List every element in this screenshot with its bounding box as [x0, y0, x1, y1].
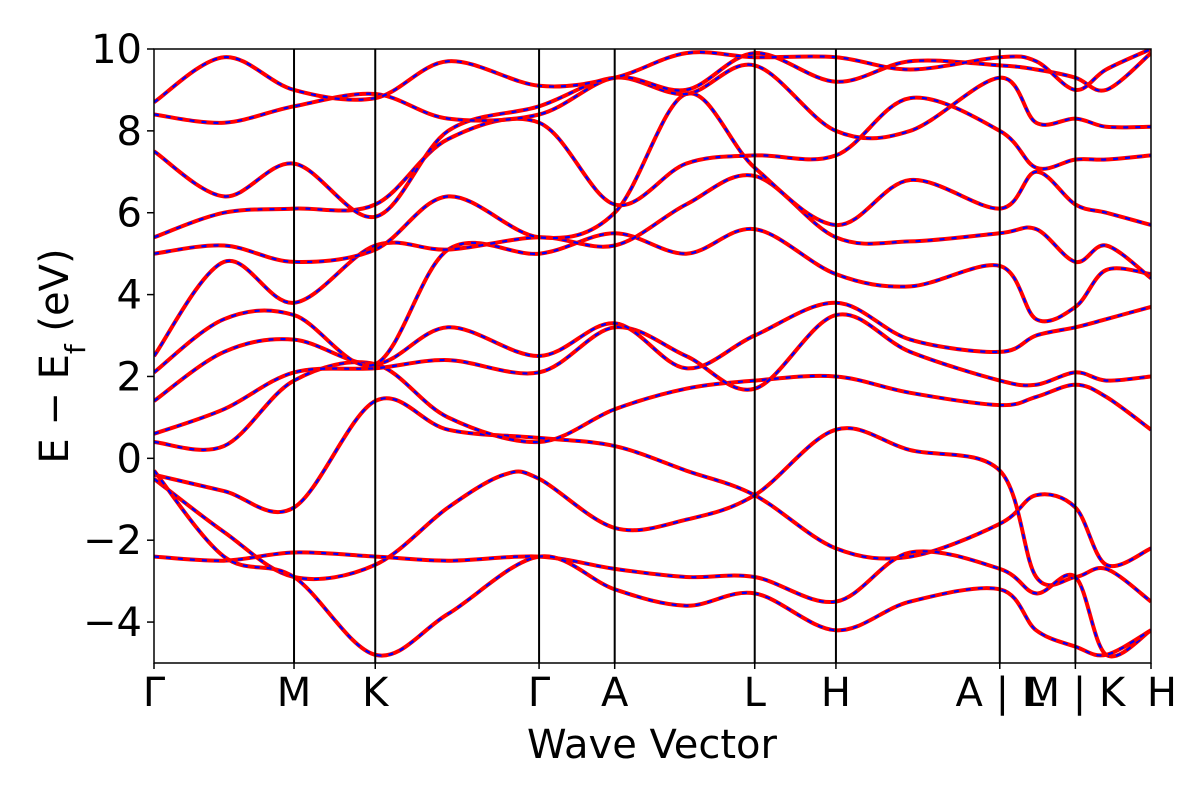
y-axis: 10 8 6 4 2 0 −2 −4 — [83, 27, 154, 646]
y-axis-label: E − Ef (eV) — [32, 248, 92, 463]
y-tick-label: 6 — [117, 191, 142, 237]
band-line-dashed-4 — [154, 469, 1151, 657]
x-tick-label: H — [1147, 670, 1177, 716]
y-tick-label: 2 — [117, 354, 142, 400]
x-tick-label: L — [744, 670, 767, 716]
x-tick-label: K — [362, 670, 390, 716]
plot-frame — [153, 48, 1152, 664]
y-tick-label: −4 — [83, 600, 142, 646]
y-axis-label-subscript: f — [59, 343, 92, 354]
band-line-1 — [154, 396, 1151, 569]
band-line-14 — [154, 49, 1151, 104]
band-line-3 — [154, 549, 1151, 659]
band-line-dashed-1 — [154, 397, 1151, 568]
band-line-dashed-9 — [154, 173, 1151, 357]
x-tick-label: M — [277, 670, 312, 716]
x-tick-label: Γ — [528, 670, 551, 716]
y-tick-label: 8 — [117, 109, 142, 155]
band-line-dashed-10 — [154, 92, 1151, 264]
x-tick-label: M | K — [1026, 670, 1127, 716]
high-symmetry-lines — [293, 49, 1077, 663]
band-line-12 — [154, 62, 1151, 219]
x-tick-label: H — [821, 670, 851, 716]
band-line-dashed-6 — [154, 313, 1151, 435]
band-lines — [154, 49, 1151, 659]
band-line-dashed-7 — [154, 301, 1151, 402]
x-tick-label: A — [601, 670, 629, 716]
x-axis-label: Wave Vector — [527, 722, 778, 768]
x-tick-label: Γ — [143, 670, 166, 716]
y-tick-label: 0 — [117, 436, 142, 482]
band-line-dashed-11 — [154, 96, 1151, 239]
band-line-dashed-3 — [154, 550, 1151, 658]
x-tick-label: A | L — [955, 670, 1044, 716]
y-tick-label: −2 — [83, 518, 142, 564]
y-tick-label: 4 — [117, 273, 142, 319]
x-axis: Γ M K Γ A L H A | LM | K H — [143, 663, 1177, 716]
band-line-10 — [154, 91, 1151, 264]
band-line-dashed-8 — [154, 227, 1151, 374]
band-line-dashed-2 — [154, 427, 1151, 603]
y-tick-label: 10 — [91, 27, 142, 73]
